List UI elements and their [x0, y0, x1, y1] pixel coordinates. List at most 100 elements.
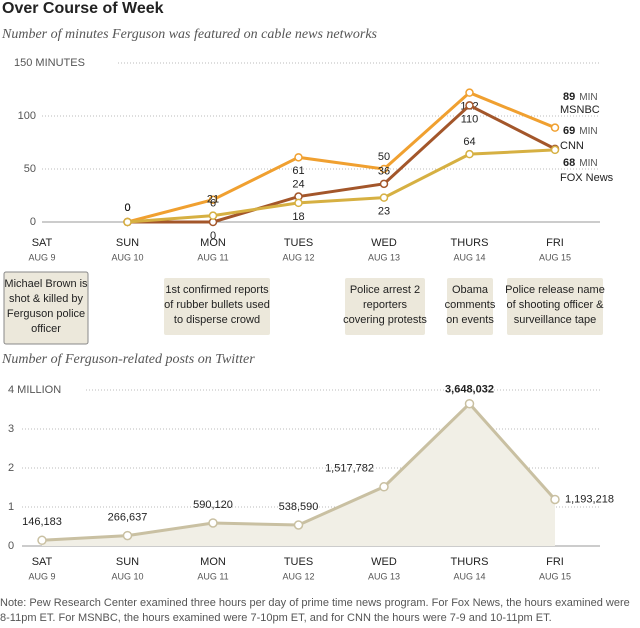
annotation-text: Ferguson police — [7, 308, 85, 320]
x-tick-label: SAT — [32, 237, 53, 249]
data-label: 6 — [210, 198, 216, 210]
subtitle: Number of Ferguson-related posts on Twit… — [1, 352, 255, 367]
annotation-text: of shooting officer & — [506, 299, 604, 311]
annotation-text: Michael Brown is — [4, 278, 88, 290]
end-label: 68 MIN — [563, 157, 598, 169]
x-tick-label: TUES — [284, 556, 313, 568]
data-point — [293, 520, 304, 530]
area-fill — [42, 403, 555, 546]
note: Note: Pew Research Center examined three… — [0, 597, 630, 624]
y-tick-label: 4 MILLION — [8, 384, 61, 396]
data-label: 61 — [292, 165, 304, 177]
x-tick-date: AUG 14 — [453, 571, 485, 581]
subtitle: Number of minutes Ferguson was featured … — [1, 27, 378, 42]
end-unit: MIN — [579, 92, 597, 103]
data-point — [208, 518, 218, 528]
data-point — [465, 101, 474, 110]
x-tick-label: TUES — [284, 237, 313, 249]
x-tick-date: AUG 10 — [111, 252, 143, 262]
x-tick-label: MON — [200, 556, 226, 568]
x-tick-date: AUG 13 — [368, 571, 400, 581]
annotation-box — [507, 278, 603, 335]
data-point — [123, 217, 132, 227]
data-label: 538,590 — [279, 501, 319, 513]
x-tick-date: AUG 14 — [453, 252, 485, 262]
data-label: 0 — [124, 202, 130, 214]
end-label: 89 MIN — [563, 91, 598, 103]
data-label: 18 — [292, 211, 304, 223]
x-tick-label: SAT — [32, 556, 53, 568]
y-tick-label: 1 — [8, 501, 14, 513]
data-point — [550, 123, 560, 132]
data-point — [379, 193, 389, 202]
legend-label: CNN — [560, 140, 584, 152]
annotation-text: on events — [446, 314, 494, 326]
data-point — [294, 153, 303, 162]
data-point — [465, 149, 474, 159]
annotation-text: Police arrest 2 — [350, 284, 420, 296]
data-point — [208, 195, 218, 204]
annotation-box — [164, 278, 270, 335]
x-tick-date: AUG 10 — [111, 571, 143, 581]
annotation-text: surveillance tape — [514, 314, 597, 326]
x-tick-label: THURS — [451, 237, 489, 249]
annotation-box — [3, 271, 89, 345]
annotation-text: shot & killed by — [9, 293, 83, 305]
data-label: 0 — [124, 202, 130, 214]
y-tick-label: 2 — [8, 462, 14, 474]
data-label: 24 — [292, 178, 304, 190]
data-label: 50 — [378, 151, 390, 163]
y-tick-label: 3 — [8, 423, 14, 435]
y-tick-label: 0 — [30, 216, 36, 228]
data-label: 3,648,032 — [445, 384, 494, 396]
series-line — [127, 148, 556, 224]
data-label: 23 — [378, 206, 390, 218]
data-point — [379, 179, 389, 189]
data-point — [464, 398, 475, 409]
legend-label: MSNBC — [560, 104, 600, 116]
title: Over Course of Week — [2, 0, 164, 17]
end-value: 69 — [563, 125, 575, 137]
x-tick-date: AUG 15 — [539, 252, 571, 262]
annotation-text: covering protests — [343, 314, 427, 326]
x-tick-date: AUG 9 — [28, 252, 55, 262]
data-point — [465, 88, 474, 97]
y-tick-label: 0 — [8, 540, 14, 552]
data-label: 36 — [378, 166, 390, 178]
legend-label: FOX News — [560, 172, 614, 184]
x-tick-date: AUG 13 — [368, 252, 400, 262]
annotation-text: Obama — [452, 284, 489, 296]
x-tick-date: AUG 12 — [282, 252, 314, 262]
data-label: 21 — [207, 194, 219, 206]
series-line — [127, 90, 556, 224]
data-label: 0 — [124, 202, 130, 214]
data-point — [37, 535, 47, 546]
data-point — [550, 145, 560, 155]
data-label: 590,120 — [193, 499, 233, 511]
x-tick-label: SUN — [116, 556, 139, 568]
x-tick-date: AUG 12 — [282, 571, 314, 581]
annotation-text: officer — [31, 323, 61, 335]
end-unit: MIN — [579, 126, 597, 137]
data-point — [208, 211, 218, 220]
x-tick-date: AUG 15 — [539, 571, 571, 581]
annotation-box — [447, 278, 493, 335]
x-tick-label: WED — [371, 237, 397, 249]
annotation-text: to disperse crowd — [174, 314, 260, 326]
end-label: 69 MIN — [563, 125, 598, 137]
data-label: 110 — [461, 113, 479, 125]
x-tick-label: SUN — [116, 237, 139, 249]
chart: Over Course of Week Number of minutes Fe… — [1, 0, 614, 581]
annotation-box — [345, 278, 425, 335]
data-point — [122, 530, 133, 541]
end-value: 68 — [563, 157, 575, 169]
data-point — [294, 198, 303, 208]
data-point — [379, 164, 389, 174]
data-label: 266,637 — [108, 512, 148, 524]
data-label: 0 — [210, 230, 216, 242]
data-point — [550, 494, 560, 505]
data-point — [379, 482, 389, 492]
y-tick-label: 150 MINUTES — [14, 57, 85, 69]
data-label: 146,183 — [22, 516, 62, 528]
